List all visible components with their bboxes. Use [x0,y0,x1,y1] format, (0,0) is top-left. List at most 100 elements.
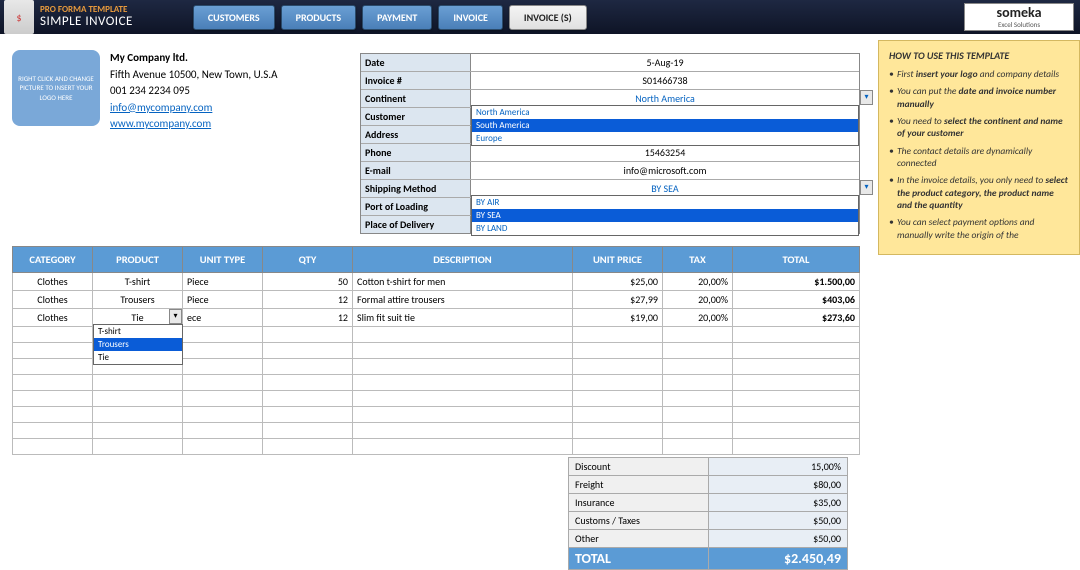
invoice-details: Date5-Aug-19 Invoice #S01466738 Continen… [360,53,860,234]
product-option[interactable]: Tie [94,351,182,364]
discount-value[interactable]: 15,00% [709,457,848,475]
cell-price[interactable]: $19,00 [573,308,663,326]
shipping-dropdown[interactable]: BY AIR BY SEA BY LAND [471,195,859,236]
cell-unit[interactable]: Piece [183,290,263,308]
insurance-label: Insurance [569,493,709,511]
cell-category[interactable]: Clothes [13,272,93,290]
table-row: ClothesT-shirtPiece50Cotton t-shirt for … [13,272,860,290]
company-info: My Company ltd. Fifth Avenue 10500, New … [110,50,278,133]
cell-product[interactable]: Trousers [93,290,183,308]
col-product: PRODUCT [93,246,183,272]
company-name: My Company ltd. [110,50,278,67]
brand-logo: someka Excel Solutions [964,3,1074,31]
shipping-option[interactable]: BY AIR [472,196,858,209]
cell-desc[interactable]: Formal attire trousers [353,290,573,308]
table-row: ClothesTrousersPiece12Formal attire trou… [13,290,860,308]
cell-category[interactable]: Clothes [13,308,93,326]
cell-tax[interactable]: 20,00% [663,308,733,326]
product-option[interactable]: Trousers [94,338,182,351]
delivery-label: Place of Delivery [361,216,471,233]
col-total: TOTAL [733,246,860,272]
shipping-value[interactable]: BY SEA ▾ BY AIR BY SEA BY LAND [471,180,859,197]
col-unit: UNIT TYPE [183,246,263,272]
cell-qty[interactable]: 50 [263,272,353,290]
logo-placeholder[interactable]: RIGHT CLICK AND CHANGE PICTURE TO INSERT… [12,50,100,126]
table-row [13,390,860,406]
cell-desc[interactable]: Slim fit suit tie [353,308,573,326]
page-title: SIMPLE INVOICE [40,15,133,29]
dropdown-arrow-icon[interactable]: ▾ [169,309,182,324]
cell-category[interactable]: Clothes [13,290,93,308]
address-label: Address [361,126,471,143]
dropdown-arrow-icon[interactable]: ▾ [860,180,873,195]
summary-table: Discount15,00% Freight$80,00 Insurance$3… [568,457,848,570]
email-value[interactable]: info@microsoft.com [471,162,859,179]
cell-product[interactable]: T-shirt [93,272,183,290]
nav-invoice-s[interactable]: INVOICE (S) [509,5,587,30]
continent-option[interactable]: South America [472,119,858,132]
help-item: You can put the date and invoice number … [889,85,1069,110]
help-item: In the invoice details, you only need to… [889,174,1069,211]
customer-label: Customer [361,108,471,125]
table-row [13,406,860,422]
phone-label: Phone [361,144,471,161]
continent-option[interactable]: Europe [472,132,858,145]
company-email-link[interactable]: info@mycompany.com [110,101,212,114]
table-row [13,438,860,454]
shipping-option[interactable]: BY LAND [472,222,858,235]
cell-unit[interactable]: Piece [183,272,263,290]
nav-customers[interactable]: CUSTOMERS [193,5,275,30]
cell-total[interactable]: $1.500,00 [733,272,860,290]
freight-label: Freight [569,475,709,493]
customs-label: Customs / Taxes [569,511,709,529]
date-label: Date [361,54,471,71]
invoice-value[interactable]: S01466738 [471,72,859,89]
cell-tax[interactable]: 20,00% [663,272,733,290]
insurance-value[interactable]: $35,00 [709,493,848,511]
other-label: Other [569,529,709,547]
cell-total[interactable]: $273,60 [733,308,860,326]
brand-name: someka [996,6,1041,20]
shipping-option[interactable]: BY SEA [472,209,858,222]
email-label: E-mail [361,162,471,179]
product-dropdown[interactable]: T-shirtTrousersTie [93,324,183,365]
other-value[interactable]: $50,00 [709,529,848,547]
nav-products[interactable]: PRODUCTS [281,5,356,30]
help-panel: HOW TO USE THIS TEMPLATE First insert yo… [878,40,1080,255]
help-list: First insert your logo and company detai… [889,68,1069,241]
cell-desc[interactable]: Cotton t-shirt for men [353,272,573,290]
total-label: TOTAL [569,547,709,569]
cell-tax[interactable]: 20,00% [663,290,733,308]
help-item: The contact details are dynamically conn… [889,145,1069,170]
cell-price[interactable]: $27,99 [573,290,663,308]
date-value[interactable]: 5-Aug-19 [471,54,859,71]
customs-value[interactable]: $50,00 [709,511,848,529]
cell-product[interactable]: Tie▾T-shirtTrousersTie [93,308,183,326]
product-option[interactable]: T-shirt [94,325,182,338]
shipping-label: Shipping Method [361,180,471,197]
receipt-icon: $ [4,0,34,34]
company-address: Fifth Avenue 10500, New Town, U.S.A [110,67,278,84]
col-desc: DESCRIPTION [353,246,573,272]
top-bar: $ PRO FORMA TEMPLATE SIMPLE INVOICE CUST… [0,0,1080,34]
freight-value[interactable]: $80,00 [709,475,848,493]
dropdown-arrow-icon[interactable]: ▾ [860,90,873,105]
discount-label: Discount [569,457,709,475]
cell-qty[interactable]: 12 [263,308,353,326]
nav-buttons: CUSTOMERS PRODUCTS PAYMENT INVOICE INVOI… [193,5,587,30]
phone-value[interactable]: 15463254 [471,144,859,161]
cell-price[interactable]: $25,00 [573,272,663,290]
brand-sub: Excel Solutions [998,20,1040,29]
table-row [13,374,860,390]
continent-value[interactable]: North America ▾ North America South Amer… [471,90,859,107]
cell-total[interactable]: $403,06 [733,290,860,308]
company-web-link[interactable]: www.mycompany.com [110,117,211,130]
col-qty: QTY [263,246,353,272]
nav-payment[interactable]: PAYMENT [362,5,432,30]
cell-qty[interactable]: 12 [263,290,353,308]
nav-invoice[interactable]: INVOICE [438,5,503,30]
cell-unit[interactable]: ece [183,308,263,326]
continent-option[interactable]: North America [472,106,858,119]
col-category: CATEGORY [13,246,93,272]
continent-dropdown[interactable]: North America South America Europe [471,105,859,146]
